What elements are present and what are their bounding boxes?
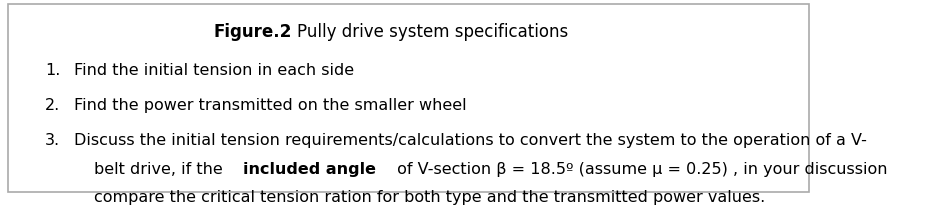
Text: belt drive, if the: belt drive, if the (94, 163, 228, 178)
Text: of V-section β = 18.5º (assume μ = 0.25) , in your discussion: of V-section β = 18.5º (assume μ = 0.25)… (392, 163, 887, 178)
Text: 3.: 3. (45, 133, 60, 148)
Text: Figure.2: Figure.2 (213, 23, 292, 41)
Text: Find the power transmitted on the smaller wheel: Find the power transmitted on the smalle… (74, 98, 466, 113)
FancyBboxPatch shape (8, 4, 809, 192)
Text: Find the initial tension in each side: Find the initial tension in each side (74, 63, 354, 78)
Text: Figure.2: Pully drive system specifications: Figure.2: Pully drive system specificati… (234, 23, 582, 41)
Text: compare the critical tension ration for both type and the transmitted power valu: compare the critical tension ration for … (94, 190, 766, 205)
Text: 1.: 1. (45, 63, 60, 78)
Text: Discuss the initial tension requirements/calculations to convert the system to t: Discuss the initial tension requirements… (74, 133, 867, 148)
Text: included angle: included angle (244, 163, 377, 178)
Text: : Pully drive system specifications: : Pully drive system specifications (286, 23, 568, 41)
Text: 2.: 2. (45, 98, 60, 113)
